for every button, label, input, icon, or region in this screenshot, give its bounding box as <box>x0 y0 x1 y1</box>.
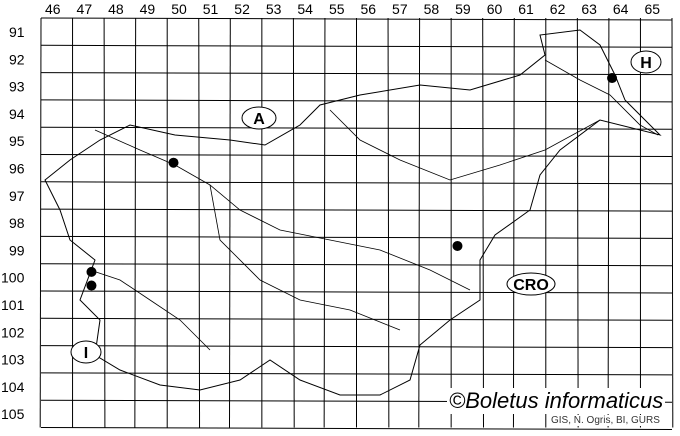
country-label-italy: I <box>70 340 102 364</box>
grid-line-horizontal <box>40 44 673 48</box>
grid-line-horizontal <box>40 181 673 185</box>
row-label: 96 <box>9 161 25 177</box>
row-label: 93 <box>9 79 25 95</box>
record-marker <box>86 280 97 291</box>
row-label: 105 <box>1 406 25 422</box>
copyright-text: ©Boletus informaticus <box>447 388 666 414</box>
grid-line-horizontal <box>40 72 673 76</box>
grid-line-horizontal <box>40 372 673 376</box>
country-label-croatia: CRO <box>506 272 556 296</box>
grid-line-vertical <box>576 17 579 428</box>
grid-line-vertical <box>229 17 231 428</box>
column-label: 48 <box>108 1 124 17</box>
grid-line-horizontal <box>40 235 673 239</box>
row-label: 101 <box>1 297 25 313</box>
column-label: 55 <box>329 1 345 17</box>
record-marker <box>86 266 97 277</box>
svg-text:I: I <box>84 345 88 362</box>
grid-line-vertical <box>103 17 106 428</box>
column-label: 47 <box>77 1 93 17</box>
column-label: 52 <box>234 1 250 17</box>
svg-text:CRO: CRO <box>513 277 549 294</box>
row-label: 97 <box>9 188 25 204</box>
rivers <box>89 59 659 351</box>
grid-line-vertical <box>198 17 201 428</box>
grid-line-horizontal <box>40 154 673 157</box>
row-label: 95 <box>9 133 25 149</box>
grid-line-vertical <box>39 17 42 428</box>
grid-line-horizontal <box>40 126 673 130</box>
column-label: 65 <box>644 1 660 17</box>
column-label: 58 <box>424 1 440 17</box>
column-label: 59 <box>455 1 471 17</box>
grid-line-vertical <box>387 17 390 428</box>
grid-line-horizontal <box>40 99 673 103</box>
grid-line-horizontal <box>40 290 673 294</box>
row-label: 91 <box>9 24 25 40</box>
column-label: 56 <box>361 1 377 17</box>
grid-line-vertical <box>134 17 137 428</box>
column-label: 62 <box>550 1 566 17</box>
svg-text:H: H <box>640 55 652 72</box>
country-label-austria: A <box>241 106 277 130</box>
column-label: 46 <box>45 1 61 17</box>
row-label: 104 <box>1 379 25 395</box>
column-label: 51 <box>203 1 219 17</box>
row-label: 103 <box>1 352 25 368</box>
record-marker <box>452 240 463 251</box>
column-label: 61 <box>518 1 534 17</box>
record-marker <box>607 73 618 84</box>
grid-lines <box>39 17 674 430</box>
column-label: 50 <box>171 1 187 17</box>
grid-line-horizontal <box>40 17 673 21</box>
column-label: 60 <box>487 1 503 17</box>
svg-text:A: A <box>253 111 265 128</box>
grid-line-vertical <box>512 17 515 428</box>
row-label: 99 <box>9 242 25 258</box>
column-label: 63 <box>581 1 597 17</box>
credit-text: GIS, N. Ogris, BI, GURS <box>551 415 660 426</box>
grid-line-vertical <box>482 17 484 428</box>
grid-line-vertical <box>323 17 326 428</box>
column-label: 64 <box>613 1 629 17</box>
record-marker <box>168 157 179 168</box>
row-label: 100 <box>1 270 25 286</box>
country-label-hungary: H <box>630 50 662 74</box>
grid-line-horizontal <box>40 317 673 321</box>
grid-line-vertical <box>671 17 674 428</box>
grid-line-horizontal <box>40 208 673 212</box>
column-label: 49 <box>140 1 156 17</box>
slovenia-border <box>44 29 662 396</box>
row-label: 102 <box>1 324 25 340</box>
grid-line-horizontal <box>40 263 673 267</box>
row-label: 98 <box>9 215 25 231</box>
grid-line-horizontal <box>40 345 673 349</box>
row-label: 94 <box>9 106 25 122</box>
row-label: 92 <box>9 51 25 67</box>
grid-line-vertical <box>292 17 295 428</box>
grid-line-vertical <box>607 17 610 428</box>
grid-line-horizontal <box>40 427 673 430</box>
grid-line-vertical <box>418 17 421 428</box>
column-label: 57 <box>392 1 408 17</box>
column-label: 53 <box>266 1 282 17</box>
column-label: 54 <box>297 1 313 17</box>
